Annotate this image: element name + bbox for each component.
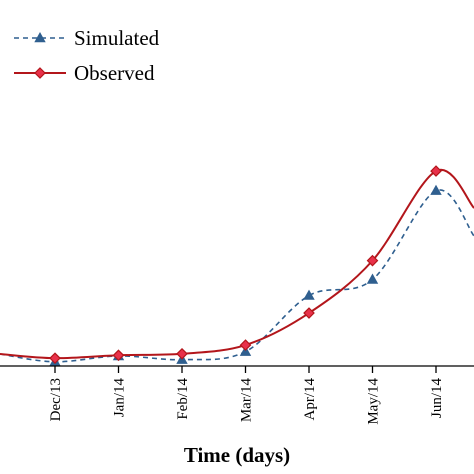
- point-observed: [303, 307, 315, 319]
- legend: Simulated Observed: [14, 26, 160, 85]
- point-observed: [430, 165, 442, 177]
- legend-marker-observed: [34, 67, 46, 79]
- x-axis-title: Time (days): [184, 443, 290, 467]
- point-observed: [176, 347, 188, 360]
- point-observed: [366, 254, 379, 267]
- x-tick-label: Mar/14: [239, 378, 255, 423]
- x-tick-label: Dec/13: [48, 378, 64, 421]
- x-tick-label: Jun/14: [429, 378, 445, 419]
- legend-marker-simulated: [34, 32, 46, 43]
- point-simulated: [430, 184, 442, 195]
- plot-area: [0, 165, 474, 367]
- point-observed: [112, 349, 125, 362]
- x-tick-label: May/14: [366, 378, 382, 425]
- x-tick-label: Apr/14: [302, 378, 318, 421]
- x-tick-label: Feb/14: [175, 378, 191, 420]
- point-simulated: [366, 273, 379, 284]
- point-observed: [239, 339, 252, 351]
- point-observed: [49, 352, 61, 365]
- series-line-observed: [0, 168, 474, 360]
- x-tick-label: Jan/14: [112, 378, 128, 418]
- point-simulated: [303, 289, 315, 300]
- legend-label-simulated: Simulated: [74, 26, 160, 50]
- legend-label-observed: Observed: [74, 61, 155, 85]
- x-axis: Dec/13 Jan/14 Feb/14 Mar/14 Apr/14 May/14 Jun/…: [0, 365, 474, 425]
- series-line-simulated: [0, 189, 474, 363]
